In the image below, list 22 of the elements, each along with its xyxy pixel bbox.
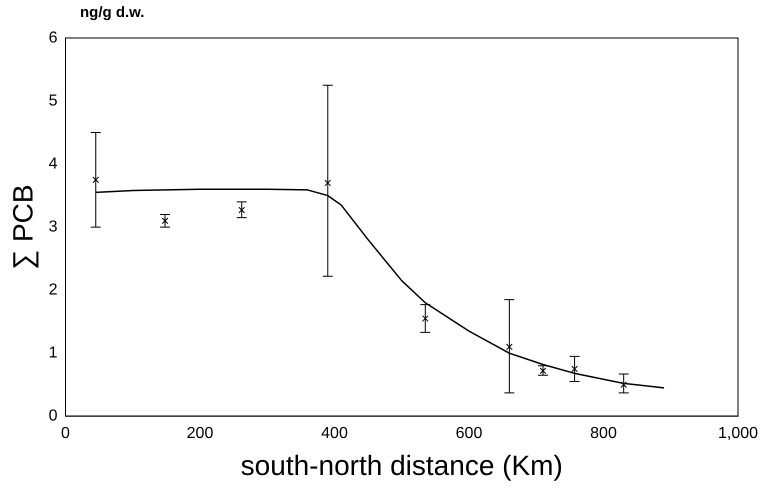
x-tick-label: 400 xyxy=(321,425,348,442)
y-tick-label: 0 xyxy=(48,408,58,425)
point xyxy=(620,381,628,388)
y-tick-label: 4 xyxy=(48,155,58,172)
point xyxy=(92,176,100,184)
x-tick-label: 200 xyxy=(186,425,214,442)
y-tick-label: 5 xyxy=(48,92,58,110)
y-tick-label: 1 xyxy=(48,344,58,362)
point xyxy=(506,344,513,350)
x-axis-title: south-north distance (Km) xyxy=(240,450,563,481)
text: ng/g d.w. xyxy=(80,4,144,21)
y-axis-title: ∑ PCB xyxy=(8,184,39,270)
x-tick-label: 600 xyxy=(456,425,482,442)
x-tick-label: 0 xyxy=(61,425,70,442)
x-tick-label: 800 xyxy=(590,425,617,442)
point xyxy=(571,366,578,372)
point xyxy=(422,315,429,322)
y-tick-label: 6 xyxy=(48,29,58,46)
y-tick-label: 3 xyxy=(48,218,58,236)
point xyxy=(324,180,332,186)
x-tick-label: 1,000 xyxy=(718,425,758,442)
y-tick-label: 2 xyxy=(48,282,58,299)
